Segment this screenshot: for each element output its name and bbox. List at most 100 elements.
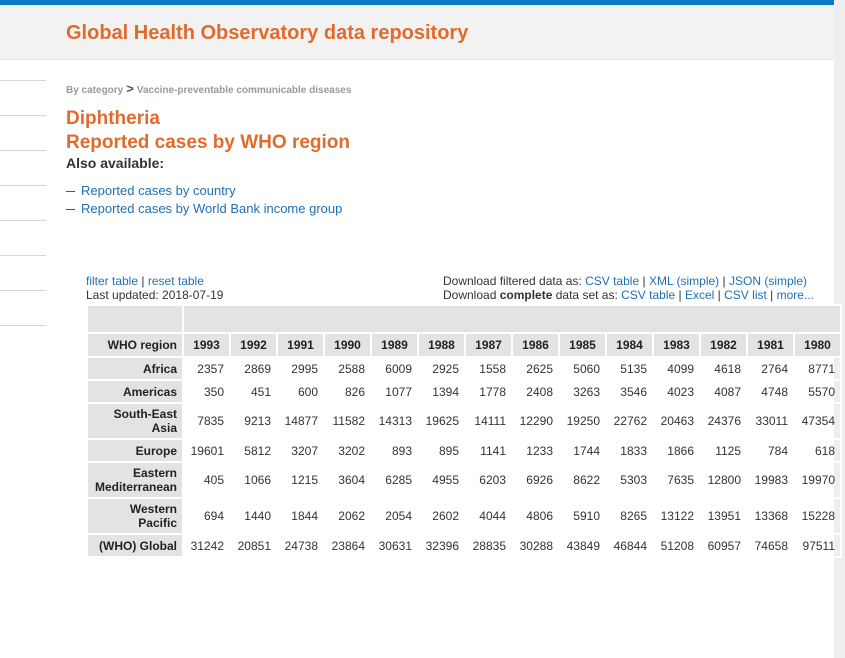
table-cell: 1440 bbox=[229, 497, 278, 535]
column-header-year[interactable]: 1983 bbox=[652, 332, 701, 358]
separator: | bbox=[642, 274, 646, 288]
column-header-year[interactable]: 1985 bbox=[558, 332, 607, 358]
column-header-year[interactable]: 1984 bbox=[605, 332, 654, 358]
column-header-year[interactable]: 1992 bbox=[229, 332, 278, 358]
table-cell: 19625 bbox=[417, 402, 466, 440]
table-cell: 405 bbox=[182, 461, 231, 499]
download-complete-csv-list[interactable]: CSV list bbox=[724, 288, 767, 302]
table-cell: 451 bbox=[229, 379, 278, 404]
table-cell: 12290 bbox=[511, 402, 560, 440]
table-cell: 8771 bbox=[793, 356, 842, 381]
table-cell: 5060 bbox=[558, 356, 607, 381]
download-filtered-xml[interactable]: XML (simple) bbox=[648, 274, 720, 288]
link-cases-by-income-group[interactable]: Reported cases by World Bank income grou… bbox=[81, 201, 343, 216]
column-header-year[interactable]: 1989 bbox=[370, 332, 419, 358]
table-cell: 1233 bbox=[511, 438, 560, 463]
table-cell: 23864 bbox=[323, 533, 372, 558]
table-cell: 2602 bbox=[417, 497, 466, 535]
column-header-year[interactable]: 1986 bbox=[511, 332, 560, 358]
column-header-year[interactable]: 1982 bbox=[699, 332, 748, 358]
download-options: Download filtered data as: CSV table | X… bbox=[443, 274, 814, 302]
download-complete-csv[interactable]: CSV table bbox=[621, 288, 676, 302]
table-cell: 19601 bbox=[182, 438, 231, 463]
column-header-year[interactable]: 1990 bbox=[323, 332, 372, 358]
download-filtered-csv[interactable]: CSV table bbox=[585, 274, 640, 288]
left-navigation bbox=[0, 80, 46, 360]
column-header-year[interactable]: 1980 bbox=[793, 332, 842, 358]
column-header-region[interactable]: WHO region bbox=[86, 332, 184, 358]
column-header-year[interactable]: 1993 bbox=[182, 332, 231, 358]
table-cell: 5135 bbox=[605, 356, 654, 381]
page-title-indicator: Reported cases by WHO region bbox=[66, 132, 351, 153]
row-header-region: Western Pacific bbox=[86, 497, 184, 535]
table-cell: 784 bbox=[746, 438, 795, 463]
table-cell: 3604 bbox=[323, 461, 372, 499]
table-cell: 46844 bbox=[605, 533, 654, 558]
table-cell: 826 bbox=[323, 379, 372, 404]
table-cell: 2995 bbox=[276, 356, 325, 381]
row-header-region: (WHO) Global bbox=[86, 533, 184, 558]
breadcrumb-separator: > bbox=[126, 81, 134, 96]
table-row: (WHO) Global 31242 20851 24738 23864 30631 323… bbox=[86, 533, 842, 558]
table-cell: 13951 bbox=[699, 497, 748, 535]
download-complete-excel[interactable]: Excel bbox=[684, 288, 715, 302]
table-cell: 5570 bbox=[793, 379, 842, 404]
download-filtered-json[interactable]: JSON (simple) bbox=[728, 274, 807, 288]
column-header-year[interactable]: 1987 bbox=[464, 332, 513, 358]
column-header-year[interactable]: 1991 bbox=[276, 332, 325, 358]
table-cell: 3207 bbox=[276, 438, 325, 463]
table-cell: 3546 bbox=[605, 379, 654, 404]
column-header-year[interactable]: 1988 bbox=[417, 332, 466, 358]
download-complete-bold: complete bbox=[499, 288, 553, 302]
row-header-region: Americas bbox=[86, 379, 184, 404]
top-accent-bar bbox=[0, 0, 834, 5]
separator: | bbox=[717, 288, 721, 302]
table-cell: 5812 bbox=[229, 438, 278, 463]
nav-divider bbox=[0, 80, 46, 115]
nav-divider bbox=[0, 185, 46, 220]
breadcrumb-root[interactable]: By category bbox=[66, 85, 124, 96]
download-more-link[interactable]: more... bbox=[776, 288, 814, 302]
link-cases-by-country[interactable]: Reported cases by country bbox=[81, 183, 236, 198]
table-cell: 20851 bbox=[229, 533, 278, 558]
filter-table-link[interactable]: filter table bbox=[86, 274, 139, 288]
table-cell: 2869 bbox=[229, 356, 278, 381]
table-row: Europe 19601 5812 3207 3202 893 895 1141 1233 174… bbox=[86, 438, 842, 463]
table-cell: 2625 bbox=[511, 356, 560, 381]
nav-divider bbox=[0, 115, 46, 150]
table-cell: 20463 bbox=[652, 402, 701, 440]
page-title: Diphtheria Reported cases by WHO region bbox=[66, 107, 350, 155]
table-cell: 4618 bbox=[699, 356, 748, 381]
table-cell: 30288 bbox=[511, 533, 560, 558]
site-title[interactable]: Global Health Observatory data repositor… bbox=[66, 22, 469, 44]
table-cell: 4087 bbox=[699, 379, 748, 404]
table-cell: 9213 bbox=[229, 402, 278, 440]
nav-divider bbox=[0, 150, 46, 185]
table-cell: 6285 bbox=[370, 461, 419, 499]
also-available-heading: Also available: bbox=[66, 155, 165, 171]
breadcrumb-current[interactable]: Vaccine-preventable communicable disease… bbox=[136, 85, 352, 96]
table-cell: 15228 bbox=[793, 497, 842, 535]
table-cell: 3263 bbox=[558, 379, 607, 404]
table-cell: 1215 bbox=[276, 461, 325, 499]
data-table: WHO region 1993 1992 1991 1990 1989 1988 1987 1… bbox=[86, 304, 842, 558]
table-cell: 14313 bbox=[370, 402, 419, 440]
also-available-list: Reported cases by country Reported cases… bbox=[66, 182, 342, 218]
table-cell: 4023 bbox=[652, 379, 701, 404]
table-cell: 7635 bbox=[652, 461, 701, 499]
table-cell: 1844 bbox=[276, 497, 325, 535]
table-cell: 3202 bbox=[323, 438, 372, 463]
download-complete-prefix: Download bbox=[443, 288, 497, 302]
reset-table-link[interactable]: reset table bbox=[147, 274, 204, 288]
nav-divider bbox=[0, 325, 46, 360]
separator: | bbox=[722, 274, 726, 288]
table-cell: 2357 bbox=[182, 356, 231, 381]
table-cell: 19250 bbox=[558, 402, 607, 440]
page-title-topic: Diphtheria bbox=[66, 108, 160, 129]
table-cell: 618 bbox=[793, 438, 842, 463]
table-cell: 14111 bbox=[464, 402, 513, 440]
separator: | bbox=[678, 288, 682, 302]
column-header-year[interactable]: 1981 bbox=[746, 332, 795, 358]
breadcrumb: By category > Vaccine-preventable communic… bbox=[66, 81, 351, 96]
table-cell: 43849 bbox=[558, 533, 607, 558]
